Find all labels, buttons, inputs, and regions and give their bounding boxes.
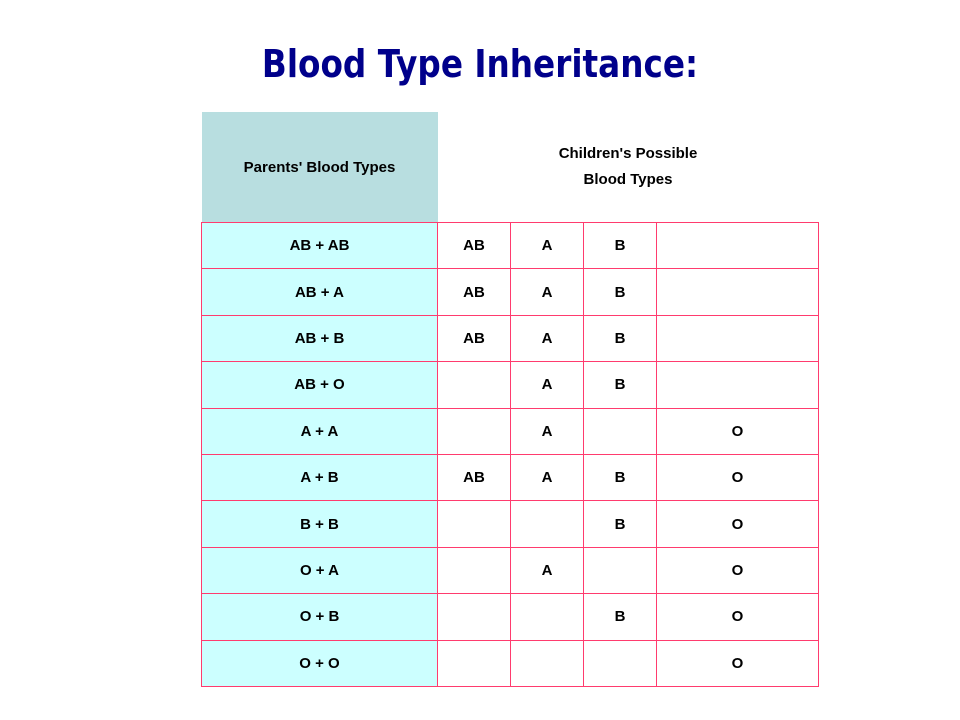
child-type-cell xyxy=(510,593,584,641)
parents-cell: B + B xyxy=(201,500,438,548)
table-row: A + A A O xyxy=(201,407,819,455)
child-type-cell: A xyxy=(510,268,584,316)
child-type-cell: AB xyxy=(437,453,511,502)
parents-cell: AB + AB xyxy=(201,221,438,270)
page-title: Blood Type Inheritance: xyxy=(261,42,699,86)
header-children-line2: Blood Types xyxy=(583,171,673,188)
table-row: AB + A AB A B xyxy=(201,268,819,316)
child-type-cell xyxy=(510,500,584,548)
child-type-cell: B xyxy=(583,500,657,548)
child-type-cell: O xyxy=(656,639,819,687)
child-type-cell: A xyxy=(510,546,584,595)
header-children-line1: Children's Possible xyxy=(558,145,698,162)
table-header-row: Parents' Blood Types Children's Possible… xyxy=(201,112,819,223)
child-type-cell: A xyxy=(510,361,584,409)
child-type-cell: AB xyxy=(437,221,511,270)
child-type-cell xyxy=(437,546,511,595)
child-type-cell xyxy=(437,500,511,548)
child-type-cell xyxy=(437,407,511,455)
child-type-cell: AB xyxy=(437,268,511,316)
table-row: A + B AB A B O xyxy=(201,453,819,502)
table-row: O + O O xyxy=(201,639,819,687)
child-type-cell xyxy=(437,593,511,641)
table-row: O + A A O xyxy=(201,546,819,595)
child-type-cell xyxy=(656,268,819,316)
child-type-cell: A xyxy=(510,453,584,502)
child-type-cell: B xyxy=(583,268,657,316)
child-type-cell xyxy=(437,361,511,409)
child-type-cell: B xyxy=(583,361,657,409)
parents-cell: AB + A xyxy=(201,268,438,316)
child-type-cell: O xyxy=(656,546,819,595)
table-row: AB + AB AB A B xyxy=(201,221,819,270)
child-type-cell xyxy=(437,639,511,687)
child-type-cell: B xyxy=(583,453,657,502)
child-type-cell: O xyxy=(656,500,819,548)
child-type-cell: O xyxy=(656,593,819,641)
header-children: Children's Possible Blood Types xyxy=(437,112,819,223)
child-type-cell xyxy=(583,639,657,687)
parents-cell: O + O xyxy=(201,639,438,687)
child-type-cell: O xyxy=(656,453,819,502)
child-type-cell: B xyxy=(583,314,657,363)
child-type-cell: AB xyxy=(437,314,511,363)
table-row: AB + B AB A B xyxy=(201,314,819,363)
child-type-cell xyxy=(583,546,657,595)
child-type-cell xyxy=(656,314,819,363)
child-type-cell: A xyxy=(510,407,584,455)
parents-cell: A + B xyxy=(201,453,438,502)
parents-cell: AB + B xyxy=(201,314,438,363)
child-type-cell xyxy=(656,361,819,409)
parents-cell: A + A xyxy=(201,407,438,455)
child-type-cell: A xyxy=(510,314,584,363)
child-type-cell xyxy=(510,639,584,687)
parents-cell: O + B xyxy=(201,593,438,641)
blood-type-table: Parents' Blood Types Children's Possible… xyxy=(201,112,819,687)
child-type-cell: A xyxy=(510,221,584,270)
child-type-cell: O xyxy=(656,407,819,455)
header-parents: Parents' Blood Types xyxy=(201,112,438,223)
child-type-cell: B xyxy=(583,593,657,641)
child-type-cell: B xyxy=(583,221,657,270)
parents-cell: O + A xyxy=(201,546,438,595)
child-type-cell xyxy=(656,221,819,270)
parents-cell: AB + O xyxy=(201,361,438,409)
child-type-cell xyxy=(583,407,657,455)
